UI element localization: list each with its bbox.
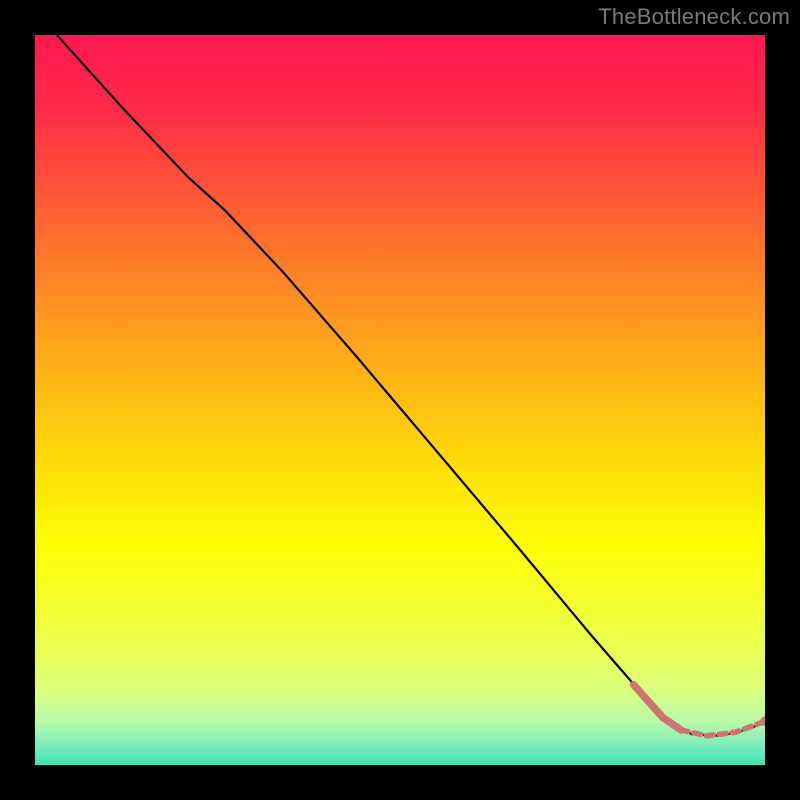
outer-frame: TheBottleneck.com [0, 0, 800, 800]
watermark-text: TheBottleneck.com [598, 4, 790, 30]
chart-plot-area [35, 35, 765, 765]
gradient-background [35, 35, 765, 765]
chart-svg [35, 35, 765, 765]
